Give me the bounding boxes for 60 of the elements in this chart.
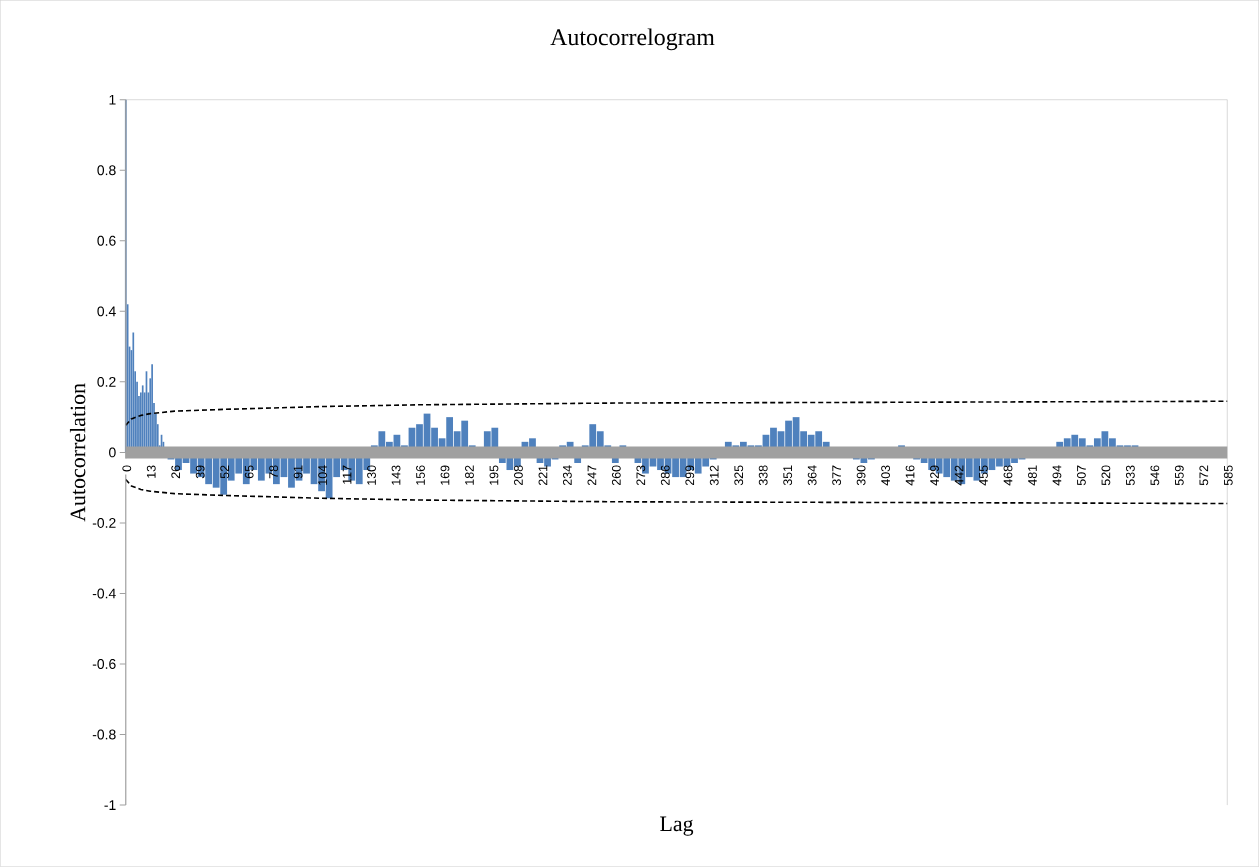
x-tick-label: 442 — [954, 465, 964, 486]
x-tick-label: 91 — [293, 465, 303, 479]
x-tick-label: 273 — [636, 465, 646, 486]
x-tick-label: 338 — [758, 465, 768, 486]
y-tick-label: -0.6 — [92, 659, 116, 670]
x-tick-label: 585 — [1223, 465, 1233, 486]
x-tick-label: 182 — [465, 465, 474, 485]
x-tick-label: 130 — [367, 465, 376, 485]
x-tick-label: 39 — [195, 465, 205, 479]
x-tick-label: 286 — [660, 465, 670, 486]
y-tick-label: 1 — [109, 95, 116, 105]
x-tick-label: 78 — [269, 465, 279, 479]
y-tick-label: -0.4 — [92, 588, 116, 599]
x-tick-label: 416 — [905, 465, 915, 486]
x-tick-label: 559 — [1174, 465, 1184, 486]
x-tick-label: 455 — [979, 465, 988, 486]
x-tick-label: 468 — [1003, 465, 1013, 486]
x-tick-label: 533 — [1125, 465, 1135, 486]
y-tick-label: 0.6 — [97, 235, 116, 246]
x-tick-label: 299 — [685, 465, 695, 486]
y-tick-label: -0.2 — [92, 518, 116, 528]
y-tick-label: 0 — [109, 447, 116, 458]
x-tick-label: 195 — [489, 465, 499, 485]
x-tick-label: 364 — [807, 465, 817, 486]
x-tick-label: 481 — [1028, 465, 1037, 486]
y-tick-label: 0.4 — [97, 306, 116, 317]
x-tick-label: 312 — [709, 465, 719, 486]
x-tick-label: 247 — [587, 465, 597, 486]
x-tick-label: 143 — [391, 465, 401, 485]
x-tick-label: 572 — [1199, 465, 1209, 486]
y-tick-label: -0.8 — [92, 729, 116, 740]
y-axis-title: Autocorrelation — [69, 383, 86, 522]
x-tick-label: 403 — [881, 465, 890, 486]
x-tick-label: 325 — [734, 465, 744, 486]
x-tick-label: 377 — [832, 465, 842, 486]
x-tick-label: 26 — [171, 465, 181, 479]
y-tick-label: -1 — [104, 800, 116, 810]
x-tick-label: 0 — [122, 465, 132, 472]
x-tick-label: 65 — [244, 465, 254, 479]
y-tick-label: 0.2 — [97, 377, 116, 387]
x-tick-label: 169 — [440, 465, 450, 485]
x-tick-label: 13 — [146, 465, 156, 478]
x-tick-label: 429 — [930, 465, 939, 486]
x-tick-label: 156 — [416, 465, 425, 485]
x-tick-label: 351 — [783, 465, 793, 486]
x-tick-label: 104 — [318, 465, 327, 485]
x-tick-label: 390 — [856, 465, 866, 486]
x-tick-label: 260 — [611, 465, 621, 486]
y-tick-label: 0.8 — [97, 165, 116, 176]
x-tick-label: 546 — [1150, 465, 1160, 486]
x-tick-label: 520 — [1101, 465, 1111, 486]
x-tick-label: 494 — [1052, 465, 1062, 486]
x-tick-label: 117 — [342, 465, 352, 484]
x-tick-label: 208 — [514, 465, 523, 486]
x-tick-label: 507 — [1077, 465, 1086, 486]
x-tick-label: 234 — [562, 465, 572, 486]
chart-title: Autocorrelogram — [550, 28, 715, 51]
x-tick-label: 52 — [220, 465, 230, 479]
x-axis-title: Lag — [660, 816, 694, 836]
x-tick-label: 221 — [538, 465, 548, 486]
